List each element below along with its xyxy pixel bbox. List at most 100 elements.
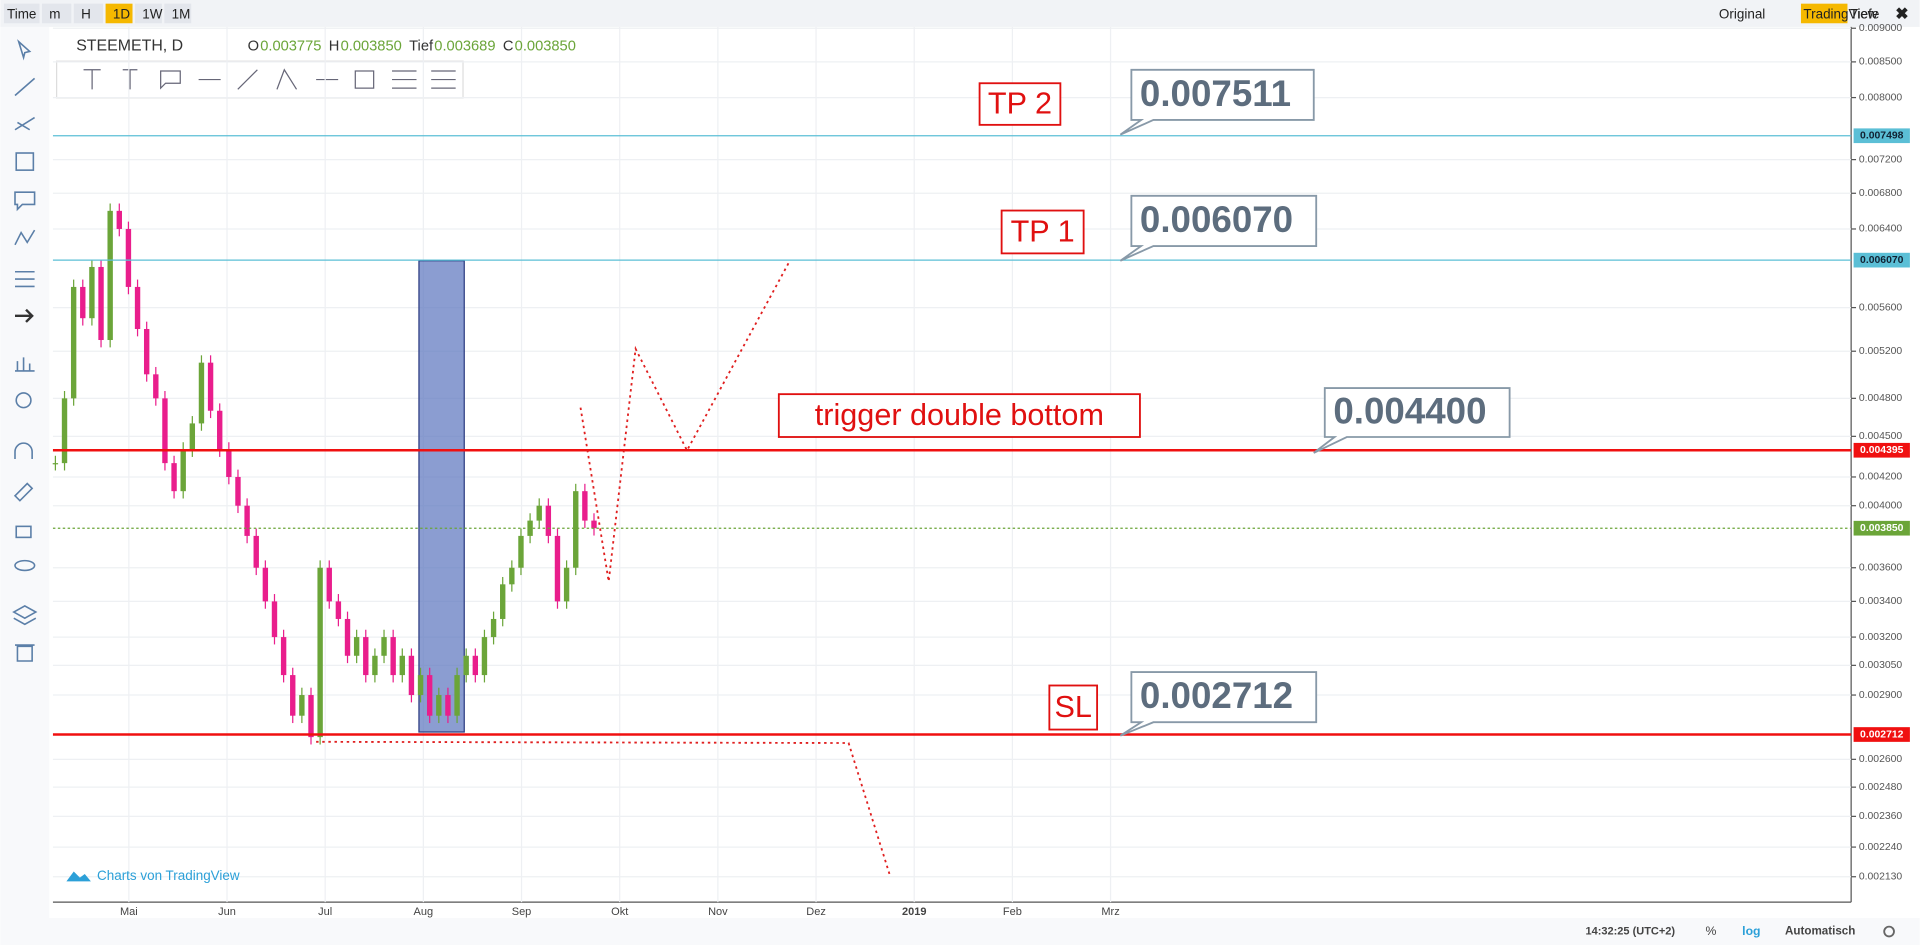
cursor-icon <box>17 39 32 61</box>
candle-body <box>353 637 360 656</box>
timeframe-button[interactable] <box>3 3 40 24</box>
ohlc-value: 0.003850 <box>341 38 402 54</box>
x-tick-label: Nov <box>708 906 728 918</box>
timeframe-label[interactable]: m <box>49 6 60 21</box>
settings-icon[interactable] <box>1883 925 1895 938</box>
callout-box <box>1313 387 1511 454</box>
timeframe-label[interactable]: Time <box>7 6 36 21</box>
price-tag <box>1853 442 1910 458</box>
projection-path <box>316 740 892 877</box>
percent-toggle[interactable]: % <box>1705 924 1716 938</box>
candle-body <box>472 655 479 676</box>
y-tick-label: 0.004500 <box>1859 431 1903 442</box>
trash-icon <box>15 644 35 662</box>
candle-body <box>573 491 579 568</box>
candle-body <box>280 637 287 676</box>
x-tick-label: 2019 <box>902 906 926 918</box>
candle-body <box>454 675 460 716</box>
x-tick-label: Mai <box>120 906 138 918</box>
timeframe-button[interactable] <box>164 3 192 24</box>
candle-body <box>61 398 68 464</box>
highlight-box <box>418 260 465 733</box>
annotation-box <box>978 82 1062 126</box>
rect-icon <box>15 152 35 171</box>
symbol: STEEMETH, D <box>76 38 183 55</box>
candle-body <box>52 463 59 465</box>
timeframe-label[interactable]: 1M <box>172 6 191 21</box>
timeframe-label[interactable]: 1W <box>142 6 162 21</box>
rect-tool <box>354 70 375 89</box>
y-tick-label: 0.002360 <box>1859 811 1903 822</box>
annotation-text: SL <box>1055 690 1092 724</box>
candle-body <box>335 601 342 619</box>
timeframe-button[interactable] <box>73 3 104 24</box>
y-tick-label: 0.003200 <box>1859 632 1903 643</box>
ohlc-key: C <box>503 38 514 54</box>
candle-body <box>217 410 223 450</box>
view-label[interactable]: TradingView <box>1803 6 1877 21</box>
timeframe-label[interactable]: 1D <box>113 6 130 21</box>
tool-icons <box>12 39 38 662</box>
candle-body <box>116 210 122 229</box>
candle-body <box>326 567 332 602</box>
callout-text: 0.002712 <box>1140 675 1293 716</box>
y-tick-label: 0.002240 <box>1859 842 1903 853</box>
candle-body <box>244 505 250 536</box>
plot: 0.009000 0.008500 0.008000 0.007200 0.006800… <box>52 23 1910 918</box>
fib-icon <box>14 116 36 131</box>
timeframe-button[interactable] <box>134 3 162 24</box>
line-icon <box>14 77 36 97</box>
timeframe-button[interactable] <box>105 3 133 24</box>
y-tick-label: 0.004200 <box>1859 472 1903 483</box>
y-tick-label: 0.003400 <box>1859 596 1903 607</box>
callout-box <box>1119 194 1318 262</box>
x-tick-label: Feb <box>1003 906 1022 918</box>
y-tick-label: 0.004000 <box>1859 500 1903 511</box>
zoom-icon <box>15 392 32 409</box>
fib-tool <box>431 70 456 89</box>
y-tick-label: 0.009000 <box>1859 23 1903 34</box>
ohlc-value: 0.003850 <box>515 38 576 54</box>
icons-icon <box>15 357 35 372</box>
triangle-tool <box>276 68 298 90</box>
callout-icon <box>14 191 36 212</box>
candle-body <box>235 476 241 506</box>
callout-text: 0.007511 <box>1140 73 1291 114</box>
annotation-text: trigger double bottom <box>815 398 1104 432</box>
annotation-text: TP 2 <box>988 86 1052 120</box>
candle-body <box>207 362 214 411</box>
lock-icon <box>15 525 32 539</box>
timeframe-label[interactable]: H <box>81 6 91 21</box>
candle-body <box>390 637 396 676</box>
candle-body <box>317 567 323 738</box>
candle-body <box>417 675 424 696</box>
ohlc-key: Tief <box>409 38 434 54</box>
x-tick-label: Jul <box>318 906 332 918</box>
candle-body <box>89 266 95 319</box>
candle-body <box>253 535 259 568</box>
x-tick-label: Aug <box>414 906 434 918</box>
timeframe-button[interactable] <box>41 3 72 24</box>
projection-path <box>579 260 791 582</box>
y-tick-label: 0.008500 <box>1859 57 1903 68</box>
candle-body <box>134 286 141 330</box>
callout-box <box>1119 68 1315 136</box>
candle-body <box>226 449 232 477</box>
ohlc-value: 0.003775 <box>260 38 321 54</box>
y-tick-label: 0.004800 <box>1859 393 1903 404</box>
layers-icon <box>12 605 38 626</box>
log-toggle[interactable]: log <box>1742 924 1760 938</box>
y-tick-label: 0.007200 <box>1859 154 1903 165</box>
auto-toggle[interactable]: Automatisch <box>1785 925 1855 938</box>
pattern-icon <box>14 229 36 246</box>
candle-body <box>363 637 369 676</box>
candle-body <box>545 505 552 536</box>
candle-body <box>162 398 168 464</box>
view-label[interactable]: Original <box>1719 6 1765 21</box>
candle-body <box>554 535 561 602</box>
y-tick-label: 0.002600 <box>1859 754 1903 765</box>
y-tick-label: 0.002480 <box>1859 782 1903 793</box>
view-label[interactable]: Tiefe <box>1850 6 1879 21</box>
ohlc-key: O <box>248 38 259 54</box>
view-button[interactable] <box>1800 3 1848 24</box>
